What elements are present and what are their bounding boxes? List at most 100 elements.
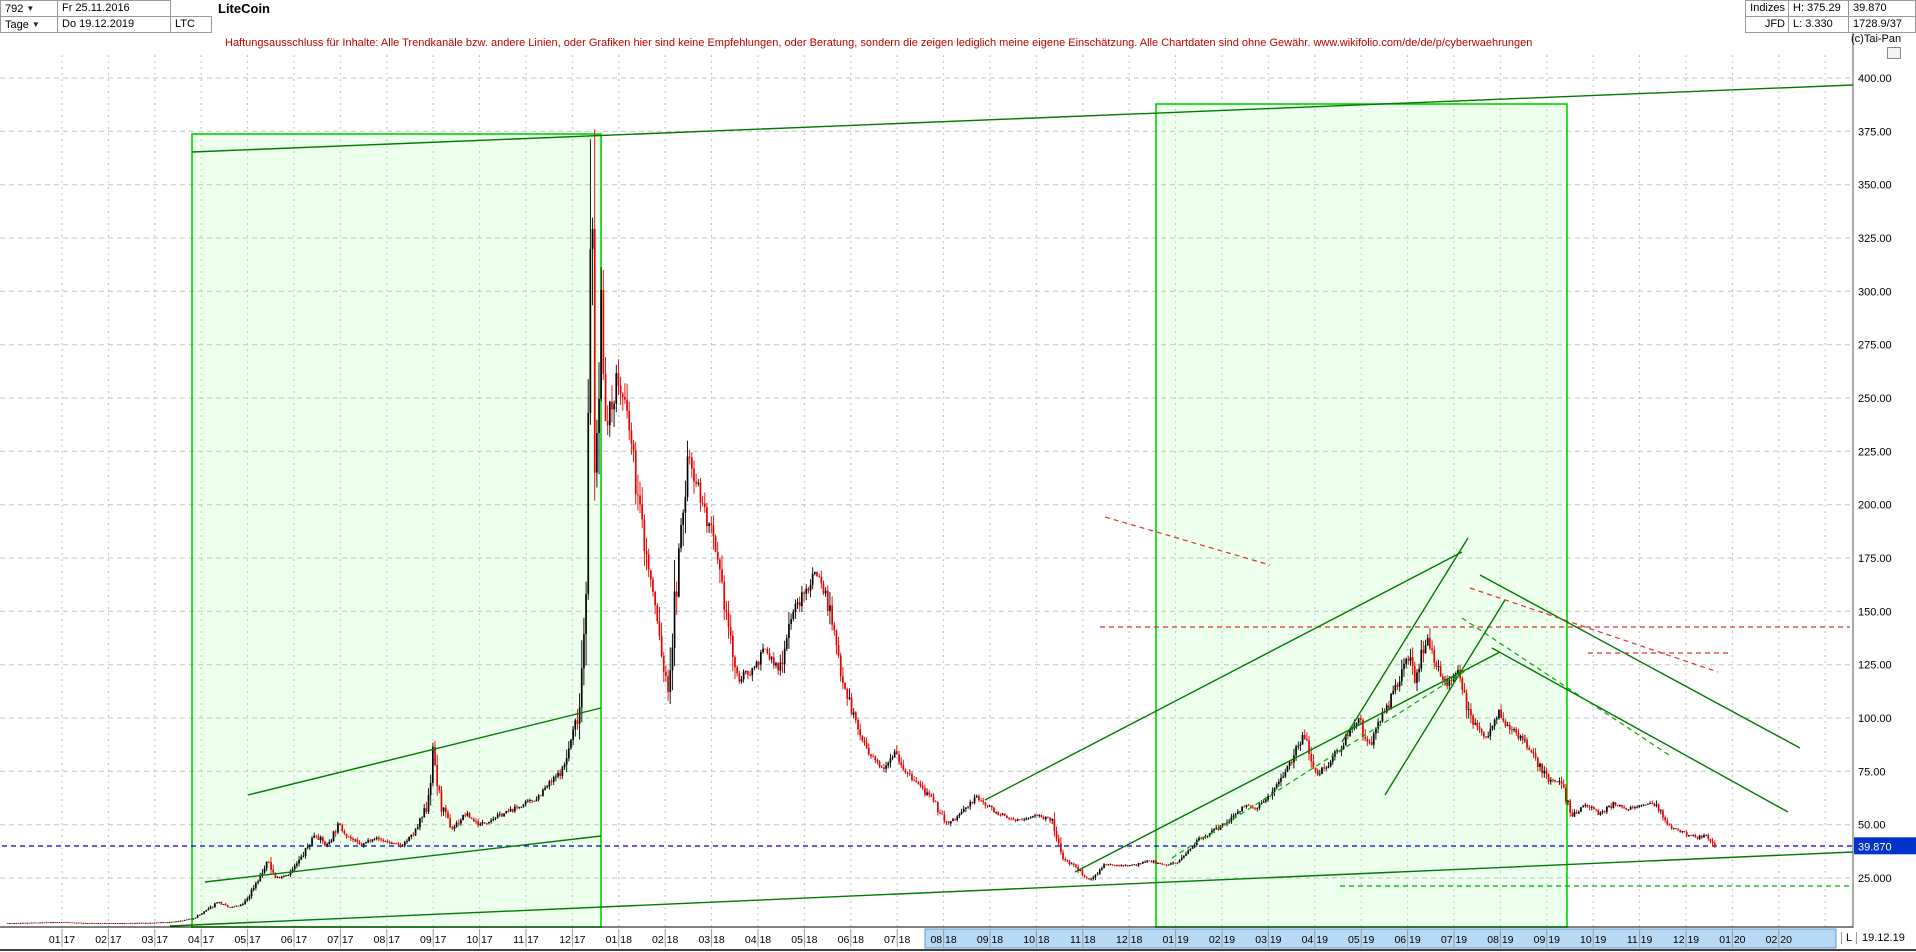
candle bbox=[32, 922, 35, 924]
candle bbox=[6, 923, 9, 924]
candle bbox=[54, 922, 56, 923]
symbol-field[interactable]: LTC bbox=[170, 16, 212, 33]
candle bbox=[19, 923, 22, 924]
candle bbox=[104, 923, 106, 924]
last-price-badge-label: 39.870 bbox=[1858, 841, 1892, 853]
x-axis-label: 11 17 bbox=[513, 934, 539, 946]
date-to-field[interactable]: Do 19.12.2019 bbox=[57, 16, 171, 33]
candle bbox=[52, 922, 54, 923]
bars-count-value: 792 bbox=[5, 3, 24, 15]
x-axis-label: 03 19 bbox=[1255, 934, 1281, 946]
y-axis-label: 275.00 bbox=[1858, 340, 1892, 352]
long-term-resistance bbox=[191, 84, 1854, 153]
candle bbox=[162, 922, 164, 924]
x-axis-label: 04 18 bbox=[745, 934, 771, 946]
candle bbox=[37, 922, 39, 924]
candle bbox=[82, 922, 85, 924]
candle bbox=[17, 923, 20, 924]
channel-2019-steep-upper bbox=[1341, 537, 1469, 743]
red-projection-1 bbox=[1104, 516, 1271, 566]
x-axis-label: 05 18 bbox=[791, 934, 817, 946]
candle bbox=[157, 922, 160, 924]
channel-2019-lower bbox=[1074, 651, 1501, 873]
x-axis-label: 01 18 bbox=[606, 934, 632, 946]
candle bbox=[22, 922, 24, 924]
pattern-box-2017 bbox=[191, 133, 602, 928]
candle bbox=[347, 836, 350, 838]
channel-2019-upper bbox=[984, 551, 1463, 801]
candle bbox=[78, 922, 80, 924]
candle bbox=[11, 923, 13, 924]
candle bbox=[106, 923, 108, 924]
candle bbox=[140, 922, 143, 924]
candle bbox=[1556, 781, 1559, 783]
x-axis-label: 08 17 bbox=[374, 934, 400, 946]
x-axis-label: 11 19 bbox=[1627, 934, 1653, 946]
candle bbox=[39, 922, 41, 924]
candle bbox=[28, 922, 31, 924]
candle bbox=[129, 922, 132, 924]
candle bbox=[132, 922, 134, 924]
x-axis-label: 02 18 bbox=[652, 934, 678, 946]
candle bbox=[123, 923, 126, 924]
candle bbox=[119, 923, 121, 924]
high-value: H: 375.29 bbox=[1788, 0, 1849, 17]
channel-2019-steep-lower bbox=[1384, 599, 1506, 796]
candle bbox=[1163, 864, 1166, 866]
low-value: L: 3.330 bbox=[1788, 16, 1849, 33]
candle bbox=[45, 922, 48, 924]
candle bbox=[121, 923, 123, 924]
candle bbox=[99, 923, 102, 924]
candle bbox=[84, 922, 87, 924]
x-axis-label: 01 20 bbox=[1719, 934, 1745, 946]
candle bbox=[151, 922, 154, 924]
candle bbox=[116, 923, 119, 924]
down-channel-upper bbox=[1479, 574, 1801, 749]
down-channel-lower bbox=[1491, 647, 1789, 813]
x-axis-label: 06 17 bbox=[281, 934, 307, 946]
candle bbox=[24, 922, 26, 924]
symbol-value: LTC bbox=[175, 18, 195, 30]
candle bbox=[127, 923, 130, 924]
timeframe-dropdown[interactable]: Tage ▼ bbox=[0, 16, 58, 33]
candle bbox=[71, 922, 74, 924]
x-axis-label: 08 19 bbox=[1487, 934, 1513, 946]
x-axis-label: 01 17 bbox=[49, 934, 75, 946]
x-axis-label: 02 20 bbox=[1766, 934, 1792, 946]
y-axis-label: 175.00 bbox=[1858, 553, 1892, 565]
y-axis-label: 300.00 bbox=[1858, 286, 1892, 298]
x-axis-label: 08 18 bbox=[930, 934, 956, 946]
bars-count-dropdown[interactable]: 792 ▼ bbox=[0, 0, 58, 17]
x-axis-label: 03 18 bbox=[698, 934, 724, 946]
scale-indicator[interactable]: L bbox=[1841, 932, 1857, 944]
y-axis-label: 250.00 bbox=[1858, 393, 1892, 405]
x-axis-label: 03 17 bbox=[142, 934, 168, 946]
x-axis-label: 07 19 bbox=[1441, 934, 1467, 946]
candle bbox=[60, 922, 63, 923]
x-axis-label: 10 17 bbox=[466, 934, 492, 946]
date-from-field[interactable]: Fr 25.11.2016 bbox=[57, 0, 171, 17]
candle bbox=[110, 923, 113, 924]
chevron-down-icon: ▼ bbox=[31, 20, 40, 29]
y-axis-label: 375.00 bbox=[1858, 126, 1892, 138]
minimize-button[interactable] bbox=[1887, 47, 1901, 59]
candle bbox=[160, 922, 162, 924]
x-axis-label: 02 19 bbox=[1209, 934, 1235, 946]
channel-2017-upper bbox=[247, 707, 602, 796]
y-axis-label: 225.00 bbox=[1858, 446, 1892, 458]
y-axis-label: 125.00 bbox=[1858, 660, 1892, 672]
y-axis-label: 400.00 bbox=[1858, 73, 1892, 85]
x-axis-label: 06 19 bbox=[1394, 934, 1420, 946]
disclaimer-text: Haftungsausschluss für Inhalte: Alle Tre… bbox=[225, 37, 1533, 49]
chevron-down-icon: ▼ bbox=[26, 4, 35, 13]
y-axis-label: 75.00 bbox=[1858, 766, 1886, 778]
instrument-title: LiteCoin bbox=[218, 1, 270, 16]
candle bbox=[101, 923, 104, 924]
candle bbox=[170, 921, 173, 923]
green-dashed-declining bbox=[1461, 617, 1673, 758]
provider-row2: JFD bbox=[1745, 16, 1789, 33]
candle bbox=[138, 922, 141, 924]
candle bbox=[166, 922, 169, 924]
